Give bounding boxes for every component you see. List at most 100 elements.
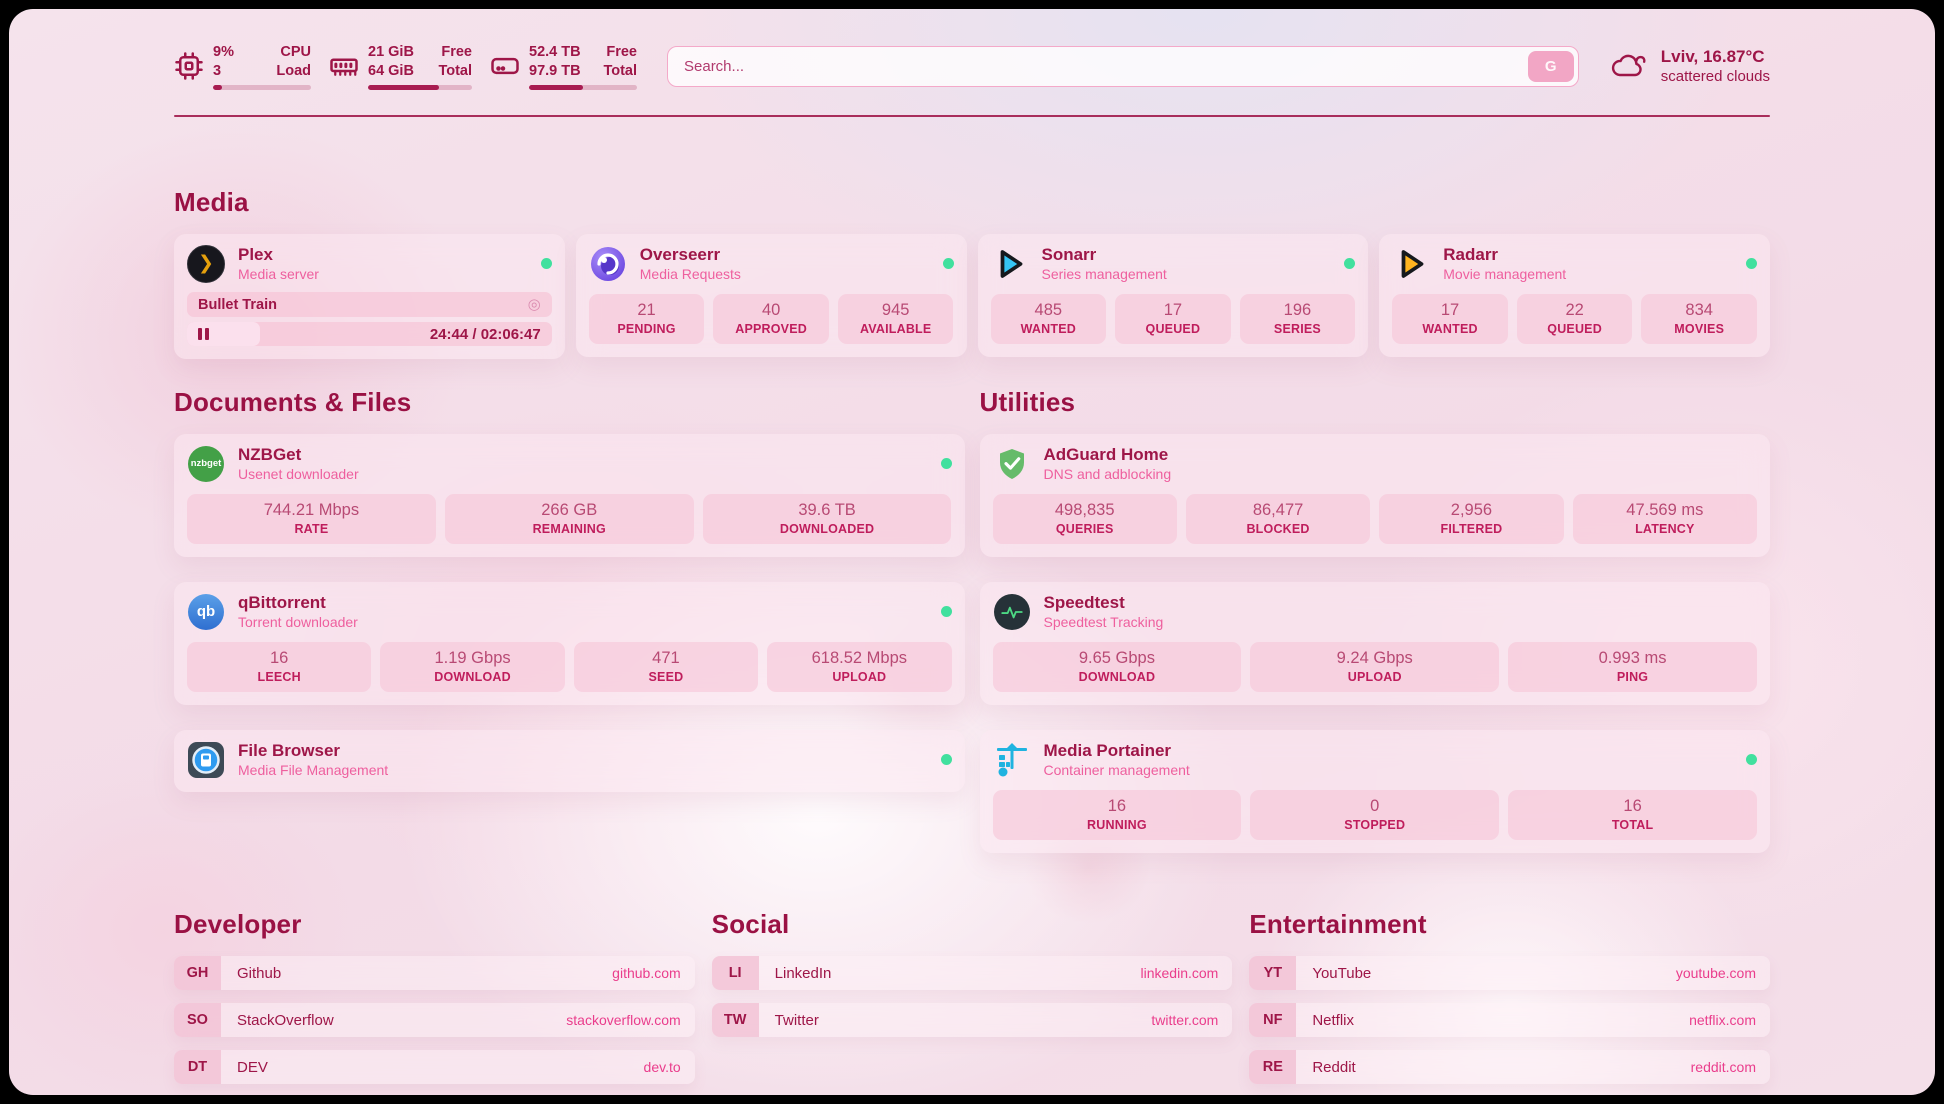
- cpu-label: CPU: [280, 43, 311, 60]
- status-indicator: [940, 458, 952, 469]
- radarr-card[interactable]: Radarr Movie management 17 WANTED 22 QUEUED 83…: [1379, 234, 1770, 357]
- bookmark-reddit[interactable]: RE Reddit reddit.com: [1249, 1050, 1770, 1084]
- overseerr-card[interactable]: Overseerr Media Requests 21 PENDING 40 APPROV…: [575, 234, 967, 357]
- qbittorrent-card[interactable]: qb qBittorrent Torrent downloader 16 LEECH 1.…: [174, 582, 965, 705]
- weather-condition: scattered clouds: [1660, 68, 1770, 85]
- stat-value: 16: [1623, 797, 1642, 815]
- bookmark-github[interactable]: GH Github github.com: [174, 956, 695, 990]
- bookmark-group-social: Social LI LinkedIn linkedin.com TW Twitter twi…: [711, 909, 1233, 1037]
- stat-box: 16 RUNNING: [992, 790, 1242, 840]
- stat-box: 17 WANTED: [1392, 294, 1508, 344]
- card-titles: File Browser Media File Management: [238, 740, 388, 779]
- status-indicator: [940, 754, 952, 765]
- card-titles: qBittorrent Torrent downloader: [238, 592, 358, 631]
- search-engine-button[interactable]: G: [1527, 50, 1574, 82]
- stat-value: 47.569 ms: [1626, 501, 1704, 519]
- bookmark-twitter[interactable]: TW Twitter twitter.com: [711, 1003, 1233, 1037]
- card-title: Overseerr: [639, 245, 721, 264]
- status-indicator: [1746, 258, 1757, 269]
- bookmark-stackoverflow[interactable]: SO StackOverflow stackoverflow.com: [174, 1003, 695, 1037]
- memory-icon: [329, 51, 359, 81]
- filebrowser-card[interactable]: File Browser Media File Management: [174, 730, 965, 792]
- stat-value: 17: [1163, 301, 1183, 319]
- card-header: qb qBittorrent Torrent downloader: [187, 592, 952, 631]
- stat-box: 498,835 QUERIES: [992, 494, 1177, 544]
- disk-free: 52.4 TB: [529, 43, 581, 60]
- card-titles: Media Portainer Container management: [1044, 740, 1190, 779]
- card-stats: 21 PENDING 40 APPROVED 945 AVAILABLE: [588, 294, 954, 344]
- bookmark-abbr: TW: [711, 1003, 759, 1037]
- stat-label: DOWNLOAD: [434, 670, 511, 684]
- card-subtitle: Media Requests: [639, 266, 741, 282]
- stat-box: 744.21 Mbps RATE: [187, 494, 436, 544]
- stat-value: 9.24 Gbps: [1336, 649, 1413, 667]
- card-subtitle: Usenet downloader: [238, 466, 359, 482]
- cloud-icon: [1609, 51, 1649, 81]
- bookmark-youtube[interactable]: YT YouTube youtube.com: [1249, 956, 1770, 990]
- speedtest-card[interactable]: Speedtest Speedtest Tracking 9.65 Gbps DOWN…: [979, 582, 1770, 705]
- sonarr-card[interactable]: Sonarr Series management 485 WANTED 17 QUEUED…: [977, 234, 1369, 357]
- bookmark-group-entertainment: Entertainment YT YouTube youtube.com NF Netfl…: [1249, 909, 1770, 1084]
- adguard-card[interactable]: AdGuard Home DNS and adblocking 498,835 QUE…: [979, 434, 1770, 557]
- memory-widget: 21 GiB Free 64 GiB Total: [329, 43, 472, 90]
- disk-total-label: Total: [603, 62, 637, 79]
- card-header: Speedtest Speedtest Tracking: [993, 592, 1758, 631]
- card-stats: 744.21 Mbps RATE 266 GB REMAINING 39.6 TB DOW…: [187, 494, 952, 544]
- stat-box: 40 APPROVED: [713, 294, 829, 344]
- cpu-load-label: Load: [276, 62, 311, 79]
- card-title: qBittorrent: [238, 593, 326, 612]
- memory-total-label: Total: [438, 62, 472, 79]
- stat-value: 21: [637, 301, 656, 319]
- portainer-icon: [993, 741, 1031, 779]
- stat-label: AVAILABLE: [859, 322, 932, 336]
- disk-total: 97.9 TB: [529, 62, 581, 79]
- section-title-entertainment: Entertainment: [1249, 909, 1427, 939]
- portainer-card[interactable]: Media Portainer Container management 16 RUN…: [979, 730, 1770, 853]
- stat-box: 1.19 Gbps DOWNLOAD: [380, 642, 565, 692]
- section-utilities: Utilities AdGuard Home DNS and adblocking…: [979, 387, 1770, 853]
- stat-label: LEECH: [257, 670, 301, 684]
- bookmark-name: Github: [237, 964, 282, 982]
- bookmark-group-developer: Developer GH Github github.com SO StackOverfl…: [174, 909, 695, 1084]
- section-title-media: Media: [174, 187, 249, 217]
- stat-value: 86,477: [1252, 501, 1304, 519]
- search-input[interactable]: [667, 45, 1579, 87]
- bookmark-url: youtube.com: [1675, 965, 1756, 981]
- stat-value: 945: [881, 301, 910, 319]
- pause-icon: [198, 328, 209, 340]
- weather-widget[interactable]: Lviv, 16.87°C scattered clouds: [1609, 46, 1770, 86]
- section-title-developer: Developer: [174, 909, 302, 939]
- bookmark-netflix[interactable]: NF Netflix netflix.com: [1249, 1003, 1770, 1037]
- bookmark-name: Netflix: [1312, 1011, 1355, 1029]
- stat-value: 498,835: [1054, 501, 1115, 519]
- bookmark-url: reddit.com: [1690, 1059, 1756, 1075]
- disk-icon: [490, 51, 520, 81]
- memory-free: 21 GiB: [368, 43, 414, 60]
- card-title: Plex: [238, 245, 273, 264]
- stat-box: 471 SEED: [573, 642, 759, 692]
- sonarr-icon: [991, 245, 1029, 283]
- stat-box: 0 STOPPED: [1250, 790, 1500, 840]
- card-stats: 16 LEECH 1.19 Gbps DOWNLOAD 471 SEED 618.52 Mb…: [187, 642, 952, 692]
- stat-label: TOTAL: [1611, 818, 1654, 832]
- qbittorrent-icon: qb: [187, 593, 225, 631]
- card-header: Overseerr Media Requests: [589, 244, 954, 283]
- bookmark-abbr: LI: [711, 956, 759, 990]
- stat-box: 266 GB REMAINING: [444, 494, 694, 544]
- card-subtitle: Movie management: [1443, 266, 1567, 282]
- card-stats: 17 WANTED 22 QUEUED 834 MOVIES: [1392, 294, 1757, 344]
- card-header: File Browser Media File Management: [187, 740, 952, 779]
- bookmark-dev[interactable]: DT DEV dev.to: [174, 1050, 695, 1084]
- radarr-icon: [1392, 245, 1430, 283]
- nzbget-card[interactable]: nzbget NZBGet Usenet downloader 744.21 Mbps…: [174, 434, 965, 557]
- card-subtitle: Torrent downloader: [238, 614, 358, 630]
- card-subtitle: Container management: [1043, 762, 1190, 778]
- stat-label: UPLOAD: [1347, 670, 1402, 684]
- card-title: NZBGet: [238, 445, 302, 464]
- plex-card[interactable]: ❯ Plex Media server Bullet Train ◎ 24:44 / 02…: [174, 234, 565, 359]
- stat-value: 196: [1283, 301, 1312, 319]
- status-indicator: [942, 258, 954, 269]
- stat-box: 21 PENDING: [588, 294, 705, 344]
- stat-label: REMAINING: [532, 522, 606, 536]
- bookmark-linkedin[interactable]: LI LinkedIn linkedin.com: [711, 956, 1233, 990]
